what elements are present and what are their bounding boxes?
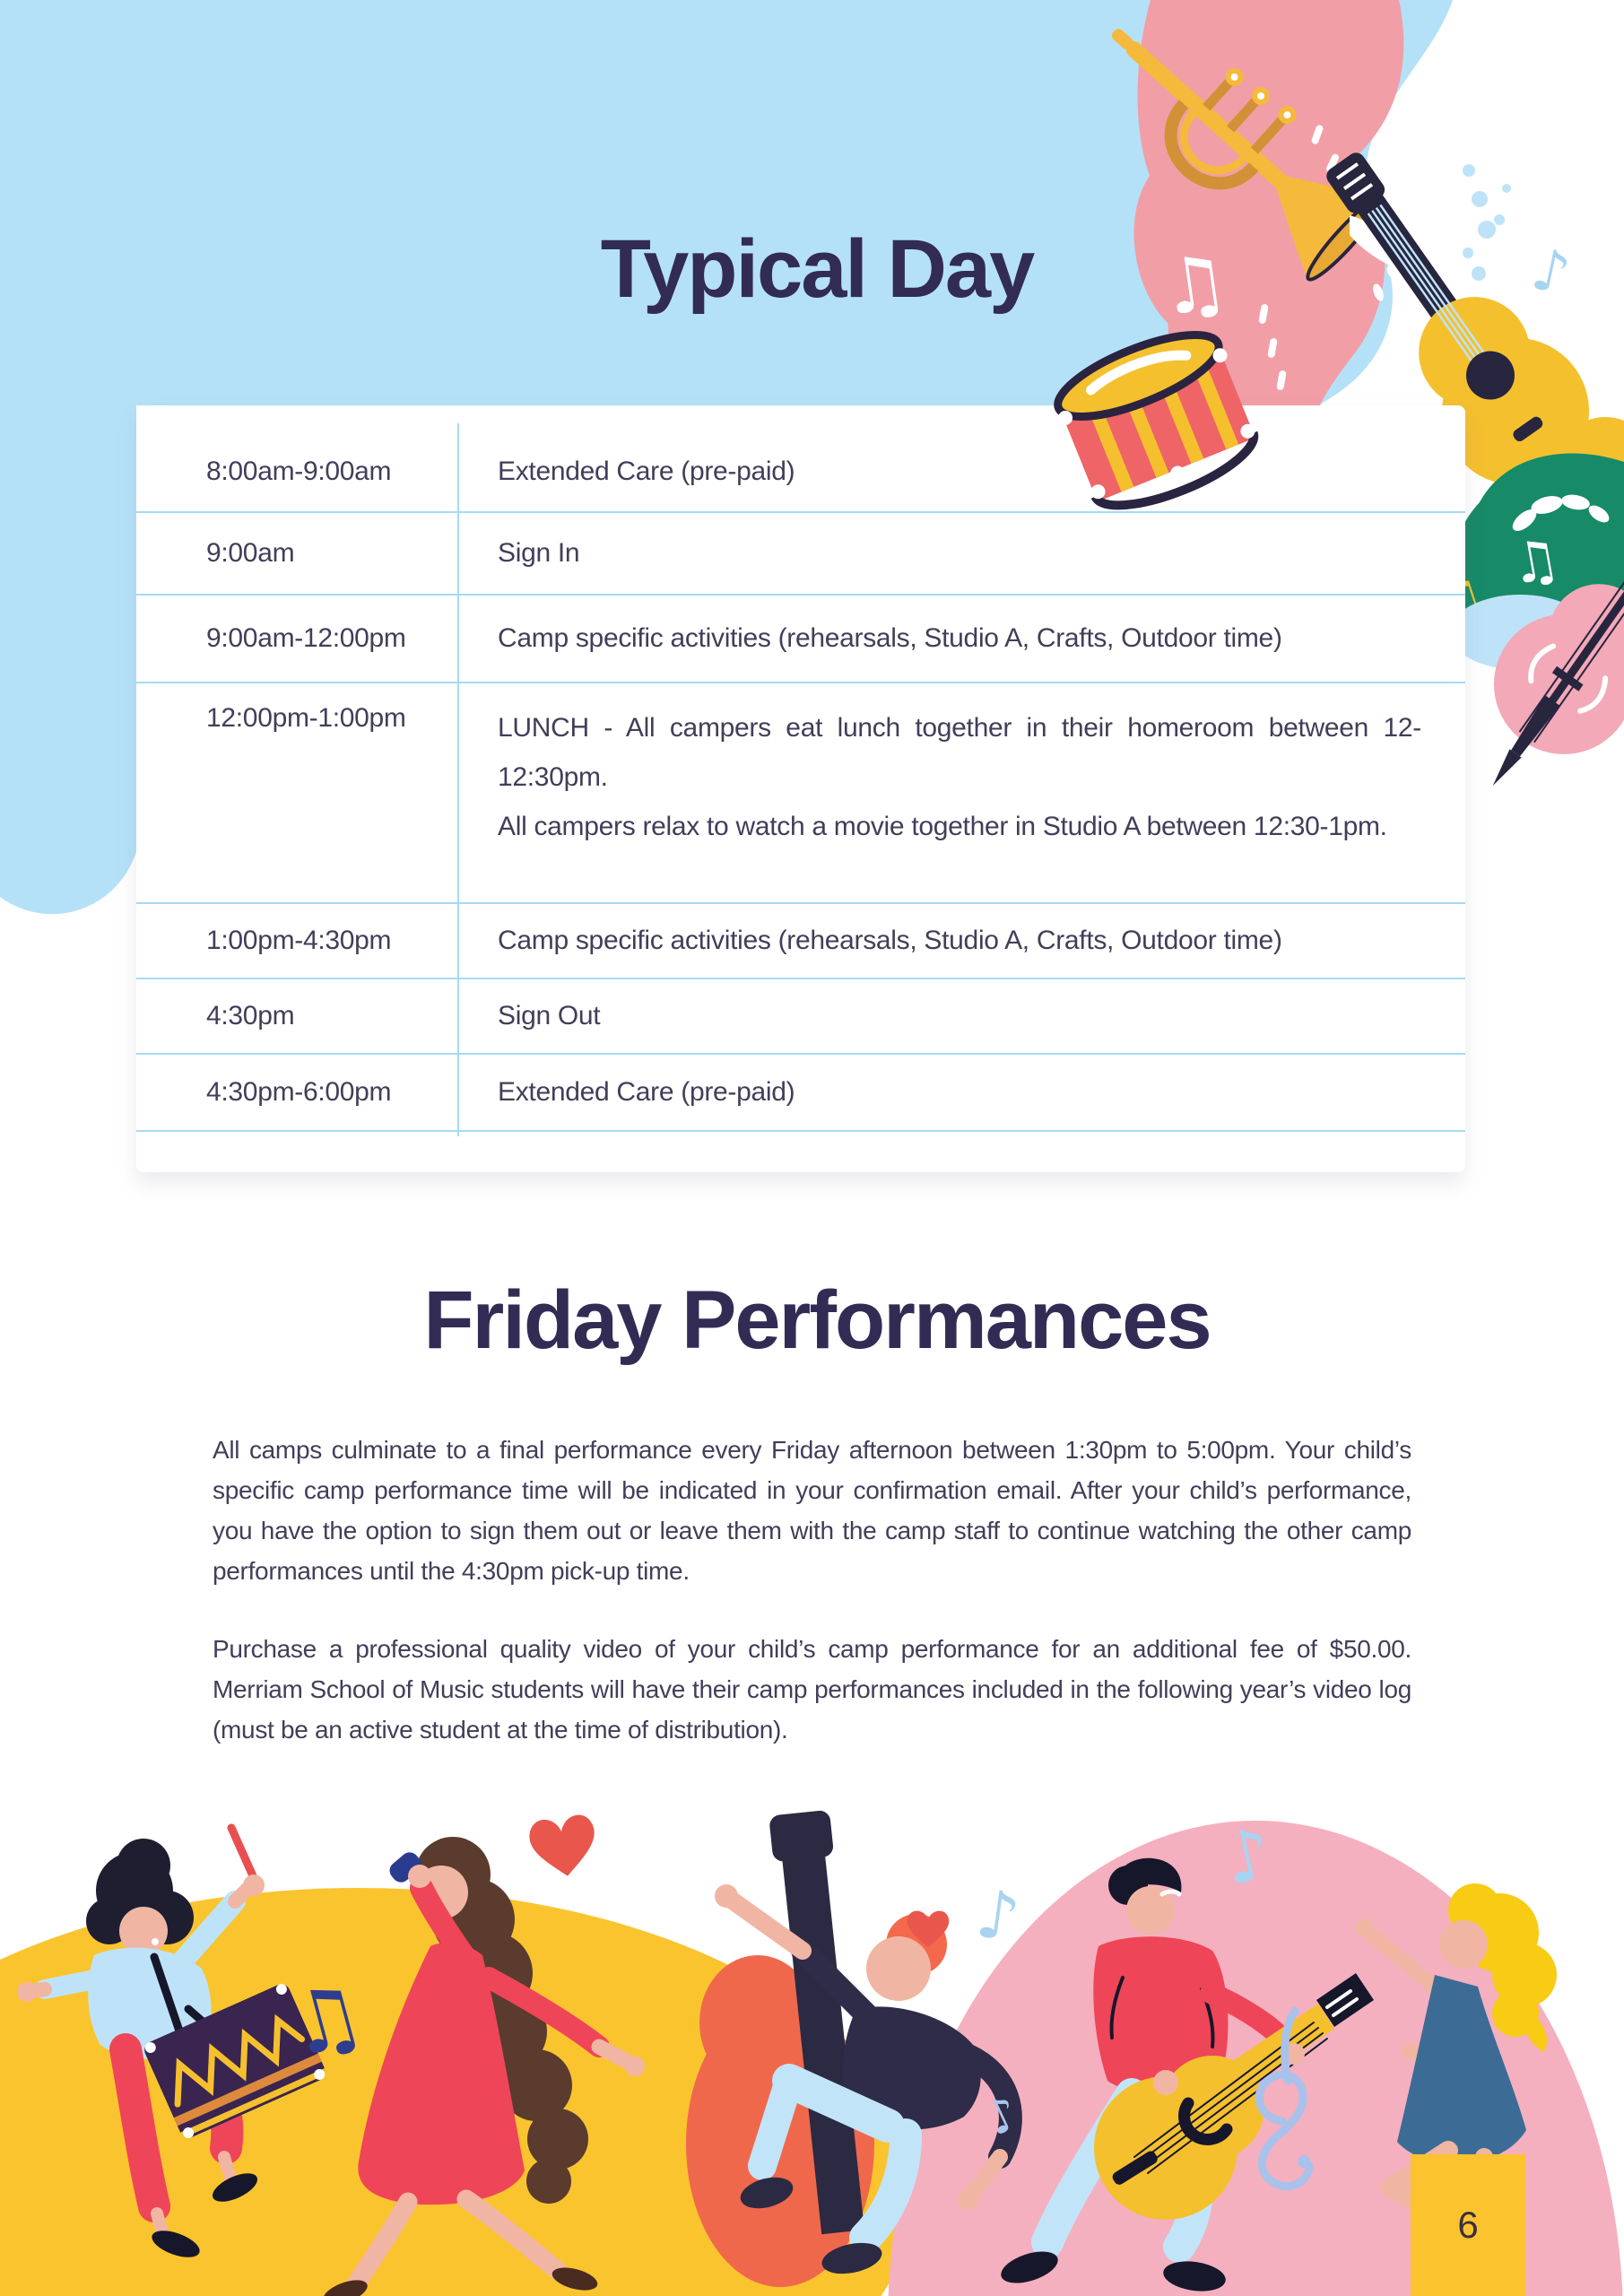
dancer-figure [1355,1883,1557,2253]
drum-layer [1054,331,1259,510]
music-note-icon: ♪ [1526,236,1576,309]
table-row: 1:00pm-4:30pm Camp specific activities (… [136,904,1465,979]
schedule-card: 8:00am-9:00am Extended Care (pre-paid) 9… [136,405,1465,1172]
music-note-icon: ♫ [1154,237,1234,335]
table-row: 9:00am Sign In [136,513,1465,596]
heart-icon [907,1910,950,1947]
bottom-illustration: ♫ [0,1810,1623,2296]
schedule-activity: Camp specific activities (rehearsals, St… [498,623,1282,653]
schedule-time: 1:00pm-4:30pm [206,926,392,955]
table-row: 4:30pm Sign Out [136,979,1465,1055]
drummer-figure [17,1823,327,2257]
schedule-time: 9:00am [206,538,295,568]
blue-dots [1463,164,1511,281]
friday-paragraph: Purchase a professional quality video of… [213,1635,1411,1744]
schedule-activity-line: LUNCH - All campers eat lunch together i… [498,713,1421,792]
schedule-time: 4:30pm-6:00pm [206,1077,392,1107]
friday-paragraph: All camps culminate to a final performan… [213,1436,1411,1585]
table-row: 8:00am-9:00am Extended Care (pre-paid) [136,405,1465,513]
svg-text:♫: ♫ [1505,525,1565,598]
treble-clef-dot [1298,2155,1310,2168]
schedule-time: 4:30pm [206,1001,295,1031]
schedule-activity: Sign In [498,538,580,568]
bassist-figure [686,1810,1022,2287]
schedule-activity: Camp specific activities (rehearsals, St… [498,926,1282,955]
schedule-time: 9:00am-12:00pm [206,623,406,653]
section-title-typical-day: Typical Day [600,223,1036,315]
splash-icon [1512,494,1610,531]
trumpet-icon [1111,29,1384,282]
section-title-friday-performances: Friday Performances [423,1274,1211,1366]
schedule-activity: Extended Care (pre-paid) [498,457,795,486]
schedule-activity-line: All campers relax to watch a movie toget… [498,812,1387,841]
table-row-empty [136,1132,1465,1172]
table-column-divider [457,423,459,1136]
drum-icon [1054,331,1259,510]
page-number: 6 [1457,2204,1479,2246]
treble-clef-icon [1255,2006,1314,2191]
schedule-activity: Sign Out [498,1001,601,1031]
schedule-activity: Extended Care (pre-paid) [498,1077,795,1107]
blue-background-blob [0,0,1453,915]
schedule-time: 8:00am-9:00am [206,457,392,486]
schedule-activity: LUNCH - All campers eat lunch together i… [457,683,1465,902]
schedule-time: 12:00pm-1:00pm [206,703,406,733]
heart-icon [529,1814,595,1876]
acoustic-guitar-icon [1326,152,1590,485]
table-row: 4:30pm-6:00pm Extended Care (pre-paid) [136,1055,1465,1132]
page-number-badge: 6 [1411,2154,1525,2296]
table-row: 9:00am-12:00pm Camp specific activities … [136,596,1465,683]
top-decorations: ♫ ♪ [1111,0,1624,786]
table-row: 12:00pm-1:00pm LUNCH - All campers eat l… [136,683,1465,904]
guitarist-figure [1001,1857,1374,2292]
singer-figure [323,1837,645,2296]
